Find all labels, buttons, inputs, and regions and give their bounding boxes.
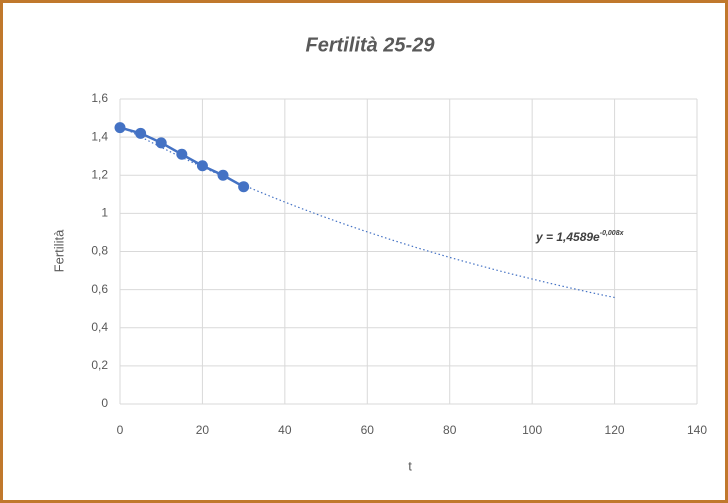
y-tick-label: 0,2 — [91, 358, 108, 372]
x-tick-label: 0 — [117, 423, 124, 437]
x-tick-label: 100 — [522, 423, 542, 437]
x-tick-label: 140 — [687, 423, 707, 437]
point — [155, 137, 167, 149]
x-tick-label: 120 — [605, 423, 625, 437]
equation-base: y = 1,4589e — [535, 230, 600, 244]
point — [135, 127, 147, 139]
y-tick-label: 1 — [101, 206, 108, 220]
y-tick-label: 0,6 — [91, 282, 108, 296]
y-tick-label: 1,4 — [91, 129, 108, 143]
point — [176, 148, 188, 160]
equation-exponent: -0,008x — [600, 230, 625, 237]
y-tick-label: 1,6 — [91, 91, 108, 105]
x-axis-label: t — [408, 458, 412, 473]
x-tick-label: 40 — [278, 423, 292, 437]
point — [196, 160, 208, 172]
x-tick-label: 20 — [196, 423, 210, 437]
point — [217, 169, 229, 181]
y-tick-label: 1,2 — [91, 167, 108, 181]
point — [238, 181, 250, 193]
y-tick-label: 0 — [101, 396, 108, 410]
y-axis-label: Fertilità — [51, 229, 66, 272]
trendline-equation: y = 1,4589e-0,008x — [535, 230, 625, 244]
y-tick-label: 0,4 — [91, 320, 108, 334]
point — [114, 122, 126, 134]
chart-title: Fertilità 25-29 — [306, 34, 436, 56]
y-tick-label: 0,8 — [91, 244, 108, 258]
x-tick-label: 60 — [361, 423, 375, 437]
x-tick-label: 80 — [443, 423, 457, 437]
